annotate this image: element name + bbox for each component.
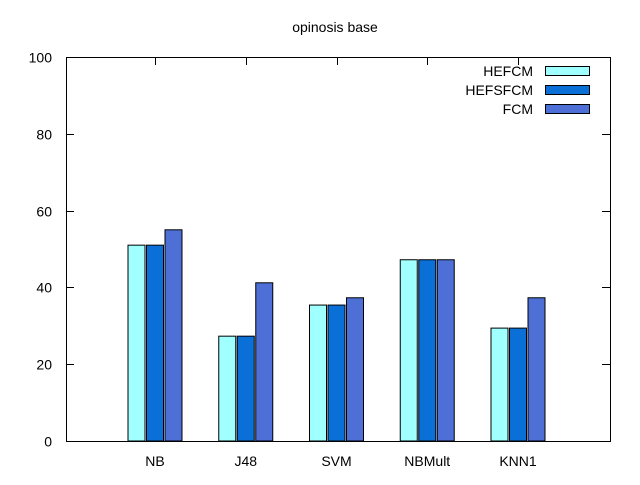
bar-fcm-nbmult	[436, 259, 455, 442]
legend-swatch	[545, 85, 590, 95]
legend-label: FCM	[503, 101, 533, 117]
bar-hefcm-j48	[218, 335, 237, 442]
legend-label: HEFSFCM	[465, 82, 533, 98]
bar-hefsfcm-j48	[236, 335, 255, 442]
bar-fcm-j48	[255, 282, 274, 442]
y-axis: 0 20 40 60 80 100	[29, 50, 610, 450]
legend-swatch	[545, 66, 590, 76]
legend: HEFCM HEFSFCM FCM	[465, 63, 590, 117]
y-tick-label: 0	[44, 434, 52, 450]
chart-title: opinosis base	[292, 19, 378, 35]
bar-hefsfcm-nbmult	[418, 259, 437, 442]
y-tick-label: 20	[36, 357, 52, 373]
bar-hefcm-svm	[309, 304, 327, 442]
x-tick-label: NBMult	[404, 453, 450, 469]
bar-hefcm-nb	[127, 244, 146, 442]
plot-frame	[66, 57, 611, 442]
bar-fcm-nb	[164, 229, 183, 442]
bar-hefsfcm-svm	[327, 304, 346, 442]
bar-hefcm-nbmult	[399, 259, 418, 442]
x-tick-label: SVM	[321, 453, 351, 469]
x-tick-label: NB	[145, 453, 164, 469]
bars	[127, 229, 546, 442]
y-tick-label: 40	[36, 280, 52, 296]
bar-hefsfcm-knn1	[509, 327, 527, 442]
x-tick-label: J48	[234, 453, 257, 469]
bar-fcm-svm	[346, 297, 364, 442]
legend-swatch	[545, 104, 590, 114]
legend-label: HEFCM	[483, 63, 533, 79]
bar-hefcm-knn1	[490, 327, 509, 442]
y-tick-label: 80	[36, 127, 52, 143]
y-tick-label: 60	[36, 204, 52, 220]
plot-border	[66, 57, 611, 442]
bar-hefsfcm-nb	[146, 244, 164, 442]
bar-fcm-knn1	[527, 297, 546, 442]
y-tick-label: 100	[29, 50, 53, 66]
x-tick-label: KNN1	[499, 453, 537, 469]
